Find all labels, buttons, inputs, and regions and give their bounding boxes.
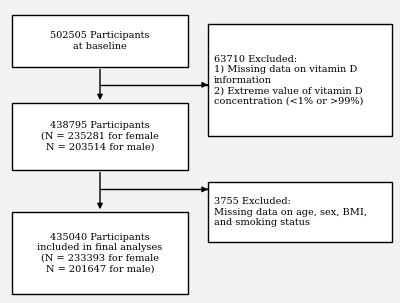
Text: 3755 Excluded:
Missing data on age, sex, BMI,
and smoking status: 3755 Excluded: Missing data on age, sex,… xyxy=(214,197,367,227)
Bar xyxy=(12,15,188,67)
Text: 435040 Participants
included in final analyses
(N = 233393 for female
N = 201647: 435040 Participants included in final an… xyxy=(37,233,163,273)
Bar xyxy=(208,24,392,136)
Bar xyxy=(208,182,392,242)
Text: 502505 Participants
at baseline: 502505 Participants at baseline xyxy=(50,31,150,51)
Bar xyxy=(12,212,188,294)
Bar xyxy=(12,103,188,170)
Text: 438795 Participants
(N = 235281 for female
N = 203514 for male): 438795 Participants (N = 235281 for fema… xyxy=(41,122,159,151)
Text: 63710 Excluded:
1) Missing data on vitamin D
information
2) Extreme value of vit: 63710 Excluded: 1) Missing data on vitam… xyxy=(214,55,363,106)
